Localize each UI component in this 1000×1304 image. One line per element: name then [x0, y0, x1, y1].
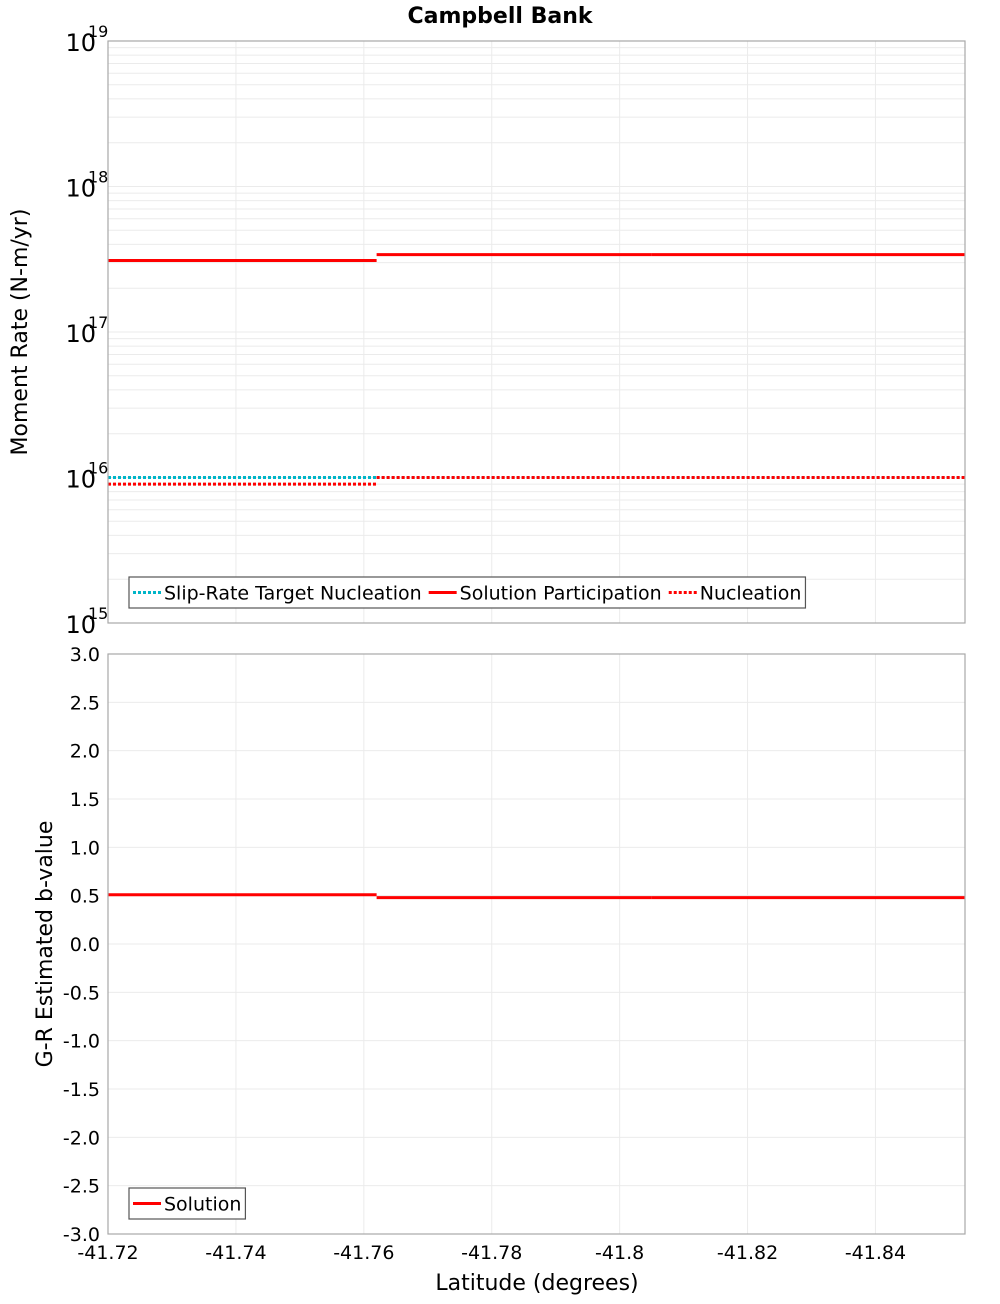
y-tick-label: 10 — [65, 466, 96, 494]
x-tick-label: -41.76 — [333, 1242, 394, 1264]
y-tick-exponent: 16 — [88, 459, 108, 478]
x-tick-label: -41.8 — [595, 1242, 644, 1264]
bottom-y-tick-labels: 3.0 2.5 2.0 1.5 1.0 0.5 0.0 -0.5 -1.0 -1.5 -2.0 -2.… — [63, 644, 100, 1246]
y-tick-label: 10 — [65, 320, 96, 348]
y-tick-label: -0.5 — [63, 982, 100, 1004]
bottom-gridlines — [107, 653, 965, 1235]
x-tick-label: -41.72 — [77, 1242, 138, 1264]
y-tick-label: 0.5 — [70, 886, 100, 908]
y-tick-label: 10 — [65, 29, 96, 57]
bottom-y-axis-label: G-R Estimated b-value — [33, 821, 58, 1068]
y-tick-exponent: 15 — [88, 604, 108, 623]
top-legend: Slip-Rate Target Nucleation Solution Part… — [128, 576, 807, 609]
bottom-plot-border — [107, 653, 966, 1235]
x-tick-label: -41.84 — [845, 1242, 906, 1264]
y-tick-label: 2.0 — [70, 741, 100, 763]
bottom-series-lines — [108, 893, 965, 900]
top-plot-border — [107, 40, 966, 624]
x-tick-label: -41.82 — [717, 1242, 778, 1264]
b-value-panel: 3.0 2.5 2.0 1.5 1.0 0.5 0.0 -0.5 -1.0 -1.5 -2.0 -2.… — [33, 644, 966, 1246]
y-tick-label: -3.0 — [63, 1224, 100, 1246]
chart-title: Campbell Bank — [408, 4, 594, 29]
y-tick-label: -2.5 — [63, 1176, 100, 1198]
x-axis-label: Latitude (degrees) — [435, 1271, 638, 1296]
x-tick-label: -41.74 — [205, 1242, 266, 1264]
legend-label: Slip-Rate Target Nucleation — [164, 583, 422, 605]
y-tick-exponent: 18 — [88, 168, 108, 187]
y-tick-exponent: 19 — [88, 22, 108, 41]
y-tick-label: 2.5 — [70, 692, 100, 714]
y-tick-label: 1.5 — [70, 789, 100, 811]
top-series-lines — [108, 253, 965, 486]
y-tick-label: 10 — [65, 175, 96, 203]
x-tick-labels: -41.72 -41.74 -41.76 -41.78 -41.8 -41.82 -41.8… — [77, 1242, 906, 1264]
y-tick-exponent: 17 — [88, 313, 108, 332]
legend-label: Solution Participation — [460, 583, 662, 605]
y-tick-label: 3.0 — [70, 644, 100, 666]
legend-box — [128, 576, 807, 609]
x-tick-label: -41.78 — [461, 1242, 522, 1264]
y-tick-label: 10 — [65, 611, 96, 639]
y-tick-label: -2.0 — [63, 1127, 100, 1149]
legend-label: Solution — [164, 1194, 241, 1216]
y-tick-label: -1.0 — [63, 1031, 100, 1053]
bottom-legend: Solution — [128, 1187, 247, 1220]
top-y-axis-label: Moment Rate (N-m/yr) — [8, 209, 33, 456]
y-tick-label: 1.0 — [70, 837, 100, 859]
y-tick-label: 0.0 — [70, 934, 100, 956]
legend-label: Nucleation — [700, 583, 802, 605]
y-tick-label: -1.5 — [63, 1079, 100, 1101]
